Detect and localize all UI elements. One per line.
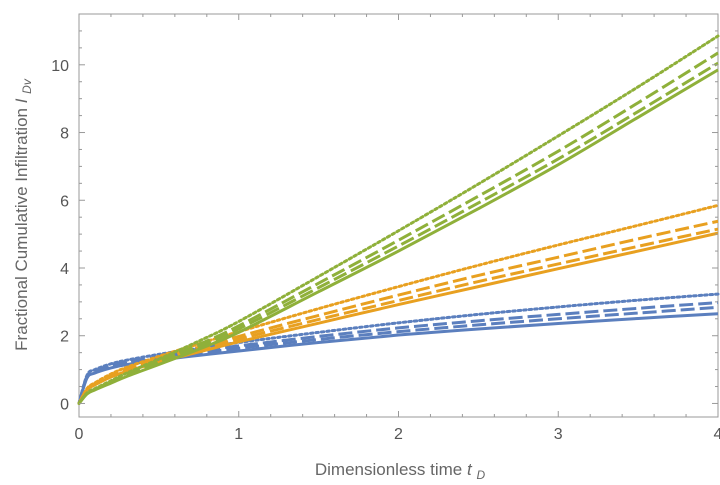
tick-layer: 0 1 2 3 4 0 2 4 6 8 10 [51, 14, 720, 443]
y-axis-title-subscript: Dv [20, 78, 34, 94]
series-line-12 [77, 34, 720, 405]
x-tick-label: 0 [75, 426, 84, 443]
y-tick-label: 0 [60, 396, 69, 413]
y-tick-label: 8 [60, 126, 69, 143]
y-tick-label: 2 [60, 329, 69, 346]
x-tick-label: 3 [554, 426, 563, 443]
y-tick-label: 6 [60, 193, 69, 210]
x-axis-title-text: Dimensionless time [315, 460, 462, 479]
y-axis-title: Fractional Cumulative Infiltration I Dv [12, 78, 34, 351]
x-axis-title: Dimensionless time t D [315, 460, 486, 482]
series-line-3 [77, 301, 719, 404]
x-axis-title-symbol: t [467, 460, 473, 479]
x-tick-label: 1 [234, 426, 243, 443]
series-line-4 [77, 292, 720, 405]
y-axis-title-symbol: I [12, 98, 31, 103]
x-tick-label: 4 [714, 426, 720, 443]
series-layer [77, 34, 720, 405]
y-axis-title-text: Fractional Cumulative Infiltration [12, 108, 31, 351]
x-axis-title-subscript: D [476, 468, 485, 482]
y-tick-label: 4 [60, 261, 69, 278]
x-tick-label: 2 [394, 426, 403, 443]
y-tick-label: 10 [51, 58, 69, 75]
